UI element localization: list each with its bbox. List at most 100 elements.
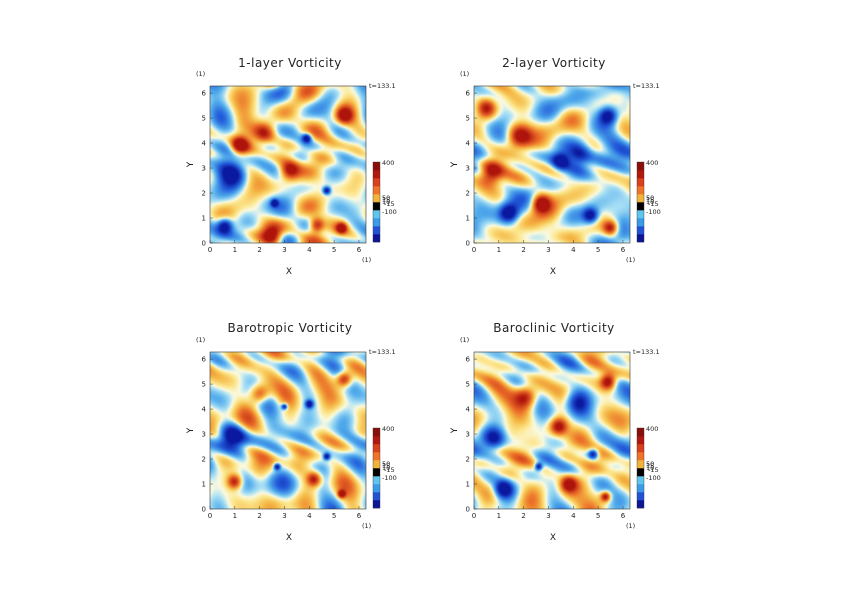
x-tick-label: 6 xyxy=(357,246,362,254)
y-tick-label: 6 xyxy=(466,356,471,364)
y-tick-label: 4 xyxy=(466,406,471,414)
colorbar-label: 50 xyxy=(646,194,654,202)
y-unit-label: (1) xyxy=(196,70,205,78)
colorbar-label: 400 xyxy=(646,159,658,167)
y-axis-label: Y xyxy=(450,161,460,168)
colorbar-segment xyxy=(373,476,380,485)
y-tick-label: 0 xyxy=(202,240,206,248)
colorbar-segment xyxy=(637,444,644,453)
x-tick-label: 1 xyxy=(497,512,501,520)
x-axis-label: X xyxy=(550,267,556,277)
y-tick-label: 5 xyxy=(202,381,206,389)
y-tick-label: 6 xyxy=(202,90,207,98)
colorbar-label: 400 xyxy=(382,425,394,433)
colorbar-segment xyxy=(637,226,644,235)
colorbar-label: 10 xyxy=(382,464,390,472)
colorbar-segment xyxy=(637,218,644,227)
x-tick-label: 1 xyxy=(497,246,501,254)
x-axis-label: X xyxy=(550,533,556,543)
colorbar-label: 15 xyxy=(382,196,390,204)
colorbar-label: -100 xyxy=(646,208,661,216)
colorbar-label: 15 xyxy=(646,196,654,204)
colorbar-label: 15 xyxy=(382,462,390,470)
colorbar-label: 10 xyxy=(382,198,390,206)
x-tick-label: 3 xyxy=(282,246,286,254)
colorbar-segment xyxy=(373,194,380,203)
colorbar-segment xyxy=(637,500,644,509)
colorbar-segment xyxy=(373,226,380,235)
colorbar-segment xyxy=(373,500,380,509)
colorbar-segment xyxy=(373,460,380,469)
x-tick-label: 6 xyxy=(357,512,362,520)
vorticity-field xyxy=(210,352,366,509)
colorbar-segment xyxy=(637,178,644,187)
y-tick-label: 0 xyxy=(202,506,206,514)
colorbar-segment xyxy=(373,468,380,477)
y-tick-label: 4 xyxy=(466,140,471,148)
colorbar-segment xyxy=(637,210,644,219)
y-tick-label: 4 xyxy=(202,406,207,414)
y-tick-label: 5 xyxy=(466,381,470,389)
y-axis-label: Y xyxy=(186,161,196,168)
colorbar-segment xyxy=(637,452,644,461)
panel-title: Barotropic Vorticity xyxy=(227,321,352,335)
colorbar-segment xyxy=(637,492,644,501)
x-tick-label: 1 xyxy=(233,512,237,520)
x-tick-label: 0 xyxy=(208,246,212,254)
y-tick-label: 3 xyxy=(202,431,206,439)
y-tick-label: 3 xyxy=(466,165,470,173)
x-tick-label: 4 xyxy=(571,512,576,520)
colorbar-segment xyxy=(373,492,380,501)
colorbar-label: 10 xyxy=(646,464,654,472)
y-tick-label: 2 xyxy=(466,190,470,198)
x-tick-label: 3 xyxy=(546,246,550,254)
colorbar-segment xyxy=(373,202,380,211)
colorbar-segment xyxy=(373,444,380,453)
colorbar-segment xyxy=(373,218,380,227)
panel-title: 2-layer Vorticity xyxy=(502,56,606,70)
colorbar-segment xyxy=(373,186,380,195)
x-tick-label: 2 xyxy=(521,246,525,254)
y-tick-label: 6 xyxy=(466,90,471,98)
panel-title: Baroclinic Vorticity xyxy=(493,321,615,335)
x-tick-label: 1 xyxy=(233,246,237,254)
x-tick-label: 5 xyxy=(596,246,600,254)
y-tick-label: 0 xyxy=(466,506,470,514)
colorbar-frame xyxy=(636,161,645,243)
colorbar-label: 50 xyxy=(646,460,654,468)
x-tick-label: 4 xyxy=(307,512,312,520)
time-label: t=133.1 xyxy=(633,348,660,356)
colorbar-segment xyxy=(373,428,380,437)
colorbar-label: -100 xyxy=(646,474,661,482)
time-label: t=133.1 xyxy=(369,348,396,356)
colorbar-label: -15 xyxy=(384,200,395,208)
colorbar-label: 50 xyxy=(382,460,390,468)
colorbar-label: 400 xyxy=(646,425,658,433)
colorbar-segment xyxy=(637,234,644,243)
colorbar-frame xyxy=(372,427,381,509)
colorbar-segment xyxy=(637,460,644,469)
x-tick-label: 5 xyxy=(332,246,336,254)
colorbar-frame xyxy=(636,427,645,509)
colorbar-segment xyxy=(637,170,644,179)
colorbar-segment xyxy=(637,468,644,477)
y-tick-label: 3 xyxy=(202,165,206,173)
y-unit-label: (1) xyxy=(460,336,469,344)
plot-frame xyxy=(473,351,631,510)
x-unit-label: (1) xyxy=(626,256,635,264)
x-tick-label: 4 xyxy=(571,246,576,254)
y-tick-label: 5 xyxy=(466,115,470,123)
y-unit-label: (1) xyxy=(196,336,205,344)
colorbar-frame xyxy=(372,161,381,243)
y-tick-label: 2 xyxy=(466,456,470,464)
x-tick-label: 0 xyxy=(472,246,476,254)
y-axis-label: Y xyxy=(450,427,460,434)
y-unit-label: (1) xyxy=(460,70,469,78)
x-tick-label: 4 xyxy=(307,246,312,254)
x-tick-label: 5 xyxy=(596,512,600,520)
x-tick-label: 2 xyxy=(257,512,261,520)
time-label: t=133.1 xyxy=(369,82,396,90)
colorbar-segment xyxy=(373,484,380,493)
